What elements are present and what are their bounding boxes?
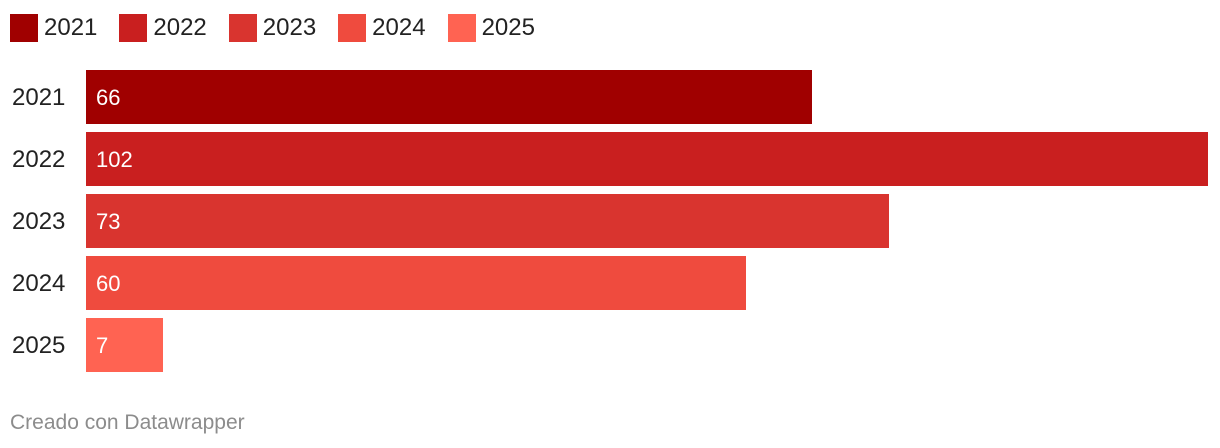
category-label-2025: 2025 (12, 332, 65, 359)
chart-legend: 2021 2022 2023 2024 2025 (10, 13, 557, 43)
legend-swatch-2024 (338, 14, 367, 42)
legend-swatch-2022 (119, 14, 148, 42)
legend-item-2021: 2021 (10, 14, 97, 42)
legend-swatch-2021 (10, 14, 38, 42)
category-label-2023: 2023 (12, 208, 65, 235)
footer-credit: Creado con Datawrapper (10, 411, 245, 434)
bar-2023 (86, 194, 889, 248)
bar-2022 (86, 132, 1208, 186)
legend-label-2022: 2022 (153, 14, 207, 41)
category-label-2021: 2021 (12, 84, 65, 111)
legend-label-2023: 2023 (262, 14, 317, 41)
legend-label-2021: 2021 (44, 14, 98, 41)
bar-chart: 2021 66 2022 102 2023 73 2024 60 2025 7 (12, 70, 1208, 372)
legend-swatch-2023 (228, 14, 257, 42)
value-label-2022: 102 (96, 147, 133, 172)
legend-label-2025: 2025 (481, 14, 535, 41)
legend-item-2022: 2022 (119, 14, 207, 42)
value-label-2025: 7 (96, 333, 108, 358)
value-label-2023: 73 (96, 209, 120, 234)
legend-item-2025: 2025 (447, 14, 535, 42)
legend-item-2024: 2024 (338, 14, 426, 42)
bar-2024 (86, 256, 746, 310)
value-label-2021: 66 (96, 85, 120, 110)
category-label-2024: 2024 (12, 270, 65, 297)
legend-item-2023: 2023 (228, 14, 317, 42)
category-label-2022: 2022 (12, 146, 65, 173)
legend-label-2024: 2024 (372, 14, 426, 41)
bar-2021 (86, 70, 812, 124)
bar-2025 (86, 318, 163, 372)
legend-swatch-2025 (447, 14, 476, 42)
value-label-2024: 60 (96, 271, 120, 296)
